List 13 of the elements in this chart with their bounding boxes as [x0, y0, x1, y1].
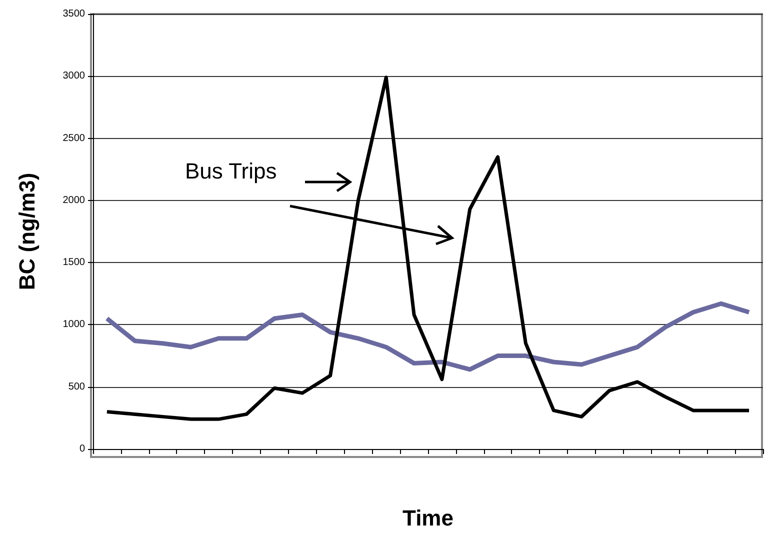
- y-axis-title: BC (ng/m3): [14, 172, 40, 290]
- y-tick-label: 2500: [62, 132, 86, 144]
- y-tick-label: 3000: [62, 70, 86, 82]
- annotation: Bus Trips: [185, 158, 277, 184]
- y-tick-label: 3500: [62, 8, 86, 20]
- y-tick-label: 0: [79, 444, 86, 454]
- y-tick-label: 1000: [62, 319, 86, 330]
- y-tick-label: 500: [68, 381, 86, 392]
- line-series: [105, 76, 751, 421]
- x-axis-title: Time: [402, 506, 454, 530]
- y-tick-label: 1500: [62, 257, 86, 268]
- y-tick-label: 2000: [62, 194, 86, 206]
- line-series: [104, 301, 752, 372]
